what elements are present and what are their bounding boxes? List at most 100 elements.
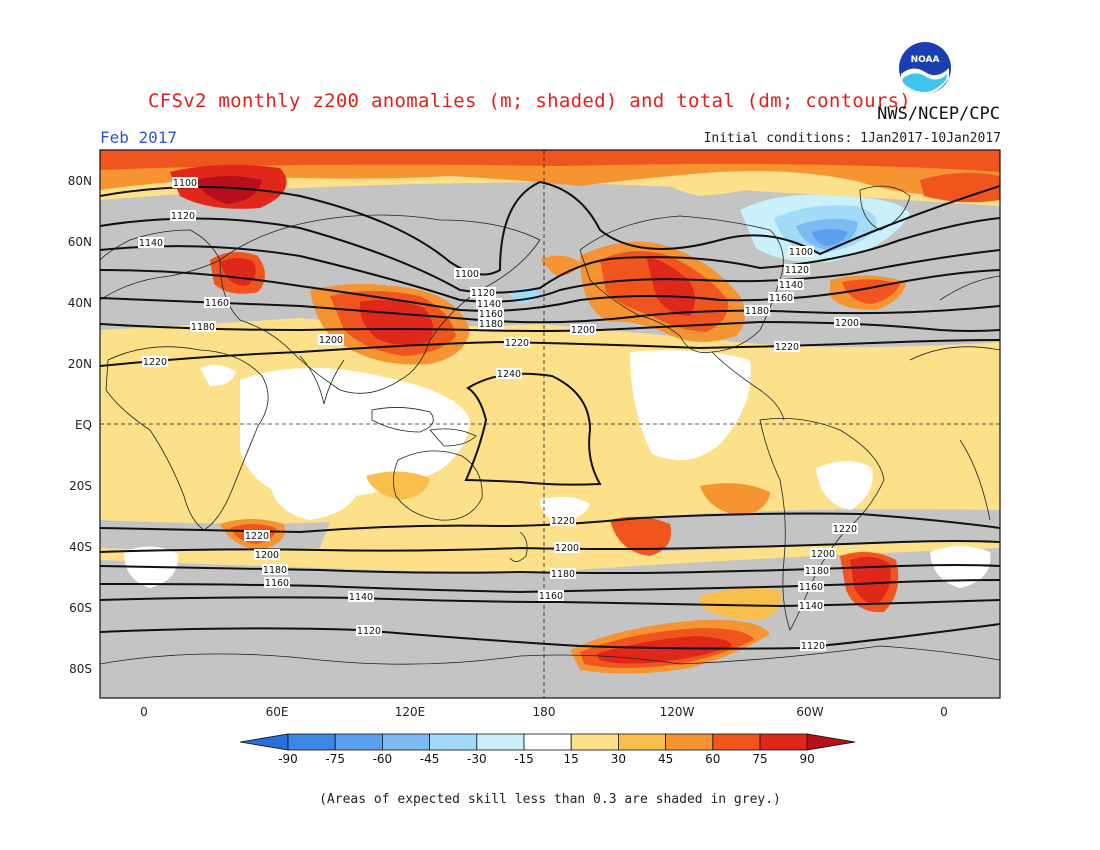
- lat-label-60s: 60S: [69, 601, 92, 615]
- svg-text:1140: 1140: [799, 601, 823, 612]
- contour-label-1100-a: 1100: [172, 177, 198, 189]
- noaa-logo-icon: NOAA: [896, 39, 954, 97]
- contour-label-1140-a: 1140: [138, 237, 164, 249]
- svg-text:1140: 1140: [139, 238, 163, 249]
- contour-label-1200-c: 1200: [834, 317, 860, 329]
- longitude-axis: 0 60E 120E 180 120W 60W 0: [140, 705, 948, 719]
- colorbar-swatch: [476, 733, 525, 751]
- colorbar-swatch: [381, 733, 430, 751]
- lat-label-20s: 20S: [69, 479, 92, 493]
- contour-label-1240: 1240: [496, 368, 522, 380]
- svg-text:1120: 1120: [785, 265, 809, 276]
- svg-text:1140: 1140: [349, 592, 373, 603]
- north-america-positive: [580, 241, 746, 342]
- svg-text:1220: 1220: [505, 338, 529, 349]
- contour-label-1120-b: 1120: [470, 287, 496, 299]
- contour-label-1180-d: 1180: [262, 564, 288, 576]
- svg-text:1160: 1160: [799, 582, 823, 593]
- coastlines: [100, 185, 1000, 665]
- svg-text:1100: 1100: [789, 247, 813, 258]
- contour-label-1200-d: 1200: [254, 549, 280, 561]
- svg-text:1220: 1220: [775, 342, 799, 353]
- contour-label-1140-c: 1140: [778, 279, 804, 291]
- lat-label-40s: 40S: [69, 540, 92, 554]
- lon-label-0-left: 0: [140, 705, 148, 719]
- grey-skill-south: [100, 548, 1000, 698]
- contour-label-1180-e: 1180: [550, 568, 576, 580]
- height-contours: [100, 180, 1000, 650]
- colorbar-swatch: [759, 733, 808, 751]
- contour-label-1160-b: 1160: [478, 308, 504, 320]
- svg-text:1220: 1220: [551, 516, 575, 527]
- svg-text:1200: 1200: [811, 549, 835, 560]
- svg-text:1240: 1240: [497, 369, 521, 380]
- svg-text:1100: 1100: [455, 269, 479, 280]
- negative-anomaly-canada: [740, 194, 910, 263]
- contour-label-1200-a: 1200: [318, 334, 344, 346]
- colorbar: -90 -75 -60 -45 -30 -15 15 30 45 60 75 90: [239, 733, 856, 766]
- colorbar-tick-label: -75: [325, 752, 345, 766]
- svg-text:1160: 1160: [265, 578, 289, 589]
- svg-text:1160: 1160: [539, 591, 563, 602]
- svg-text:1180: 1180: [479, 319, 503, 330]
- svg-text:1200: 1200: [835, 318, 859, 329]
- colorbar-tick-label: -15: [514, 752, 534, 766]
- map-panel: 1100 1120 1140 1160 1180 1200 1220 1100 …: [100, 150, 1000, 698]
- contour-label-1180-a: 1180: [190, 321, 216, 333]
- colorbar-swatch: [429, 733, 478, 751]
- colorbar-swatch: [287, 733, 336, 751]
- antarctic-positive: [570, 619, 770, 674]
- svg-text:1120: 1120: [471, 288, 495, 299]
- svg-text:1200: 1200: [319, 335, 343, 346]
- svg-text:1160: 1160: [479, 309, 503, 320]
- forecast-month: Feb 2017: [100, 128, 178, 147]
- initial-conditions: Initial conditions: 1Jan2017-10Jan2017: [703, 131, 1001, 146]
- contour-label-1220-e: 1220: [550, 515, 576, 527]
- svg-text:1220: 1220: [245, 531, 269, 542]
- svg-text:1180: 1180: [551, 569, 575, 580]
- lon-label-60w: 60W: [796, 705, 823, 719]
- lat-label-eq: EQ: [75, 418, 92, 432]
- lon-label-60e: 60E: [266, 705, 289, 719]
- colorbar-swatch: [618, 733, 667, 751]
- latitude-axis: 80N 60N 40N 20N EQ 20S 40S 60S 80S: [68, 174, 92, 676]
- colorbar-swatch: [334, 733, 383, 751]
- svg-text:1120: 1120: [357, 626, 381, 637]
- svg-text:1180: 1180: [745, 306, 769, 317]
- colorbar-swatch: [665, 733, 714, 751]
- contour-label-1200-f: 1200: [810, 548, 836, 560]
- skill-footnote: (Areas of expected skill less than 0.3 a…: [319, 792, 781, 807]
- svg-text:1200: 1200: [555, 543, 579, 554]
- contour-label-1140-d: 1140: [348, 591, 374, 603]
- lon-label-180: 180: [533, 705, 556, 719]
- contour-label-1100-b: 1100: [454, 268, 480, 280]
- contour-label-1140-b: 1140: [476, 298, 502, 310]
- contour-label-1160-c: 1160: [768, 292, 794, 304]
- contour-label-1120-f: 1120: [800, 640, 826, 652]
- svg-text:1120: 1120: [171, 211, 195, 222]
- contour-label-group: 1100 1120 1140 1160 1180 1200 1220 1100 …: [138, 177, 860, 652]
- contour-label-1220-f: 1220: [832, 523, 858, 535]
- white-indian-ocean: [240, 367, 470, 500]
- svg-text:NOAA: NOAA: [911, 55, 940, 65]
- colorbar-tick-label: 90: [800, 752, 815, 766]
- colorbar-tick-label: 75: [752, 752, 767, 766]
- contour-1240: [464, 372, 602, 486]
- lon-label-0-right: 0: [940, 705, 948, 719]
- colorbar-arrow-right: [806, 733, 856, 751]
- contour-label-1160-f: 1160: [798, 581, 824, 593]
- svg-text:1180: 1180: [263, 565, 287, 576]
- colorbar-tick-label: -90: [278, 752, 298, 766]
- colorbar-swatch: [712, 733, 761, 751]
- lat-label-80s: 80S: [69, 662, 92, 676]
- svg-text:1120: 1120: [801, 641, 825, 652]
- svg-text:1180: 1180: [805, 566, 829, 577]
- svg-text:1200: 1200: [255, 550, 279, 561]
- contour-label-1140-f: 1140: [798, 600, 824, 612]
- contour-label-1160-a: 1160: [204, 297, 230, 309]
- contour-label-1160-e: 1160: [538, 590, 564, 602]
- colorbar-tick-label: -45: [420, 752, 440, 766]
- contour-label-1220-c: 1220: [774, 341, 800, 353]
- map-frame: [99, 149, 1001, 699]
- svg-text:1140: 1140: [477, 299, 501, 310]
